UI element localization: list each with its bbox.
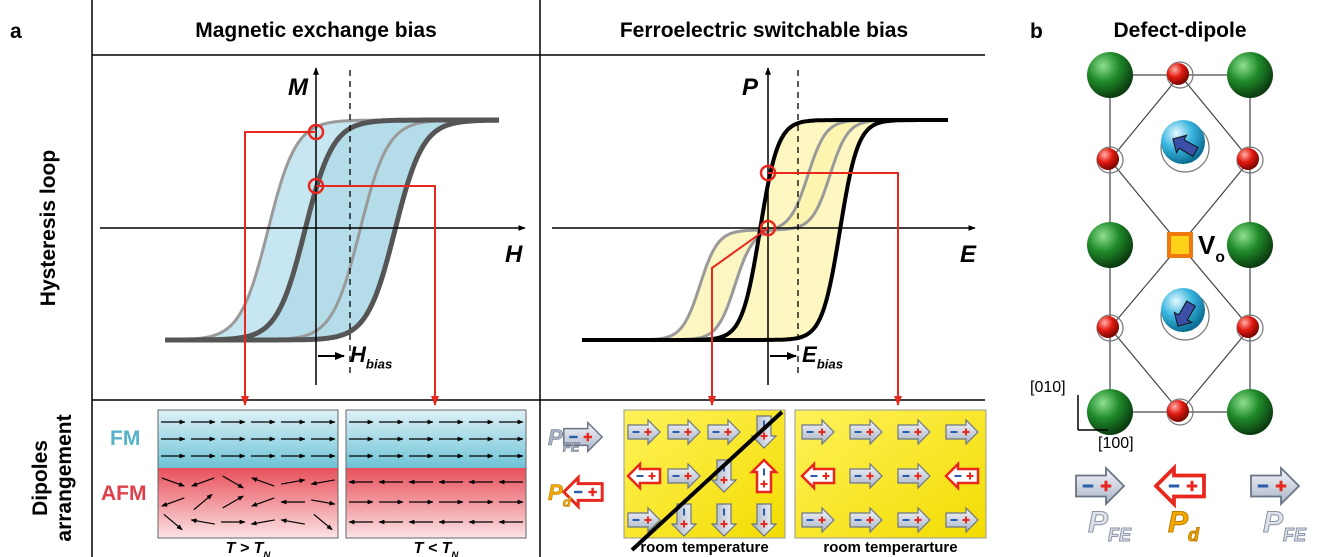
bias-label-sub: bias [366,357,392,372]
vacancy-label-main: V [1198,230,1216,260]
dipole-label: PFE [1263,506,1307,545]
loop-fill [165,120,500,340]
axis-direction: [100] [1098,435,1134,452]
dipole-label-main: P [1088,506,1109,539]
axis-label: E [960,241,977,268]
oxygen-atom [1167,63,1189,85]
a-site-atom [1087,389,1133,435]
legend-label-sub: FE [563,440,581,455]
dipole-icon [1076,468,1124,504]
row-label: arrangement [53,414,76,541]
a-site-atom [1227,52,1273,98]
panel-label: a [10,20,22,43]
condition-label-main: T < T [414,540,453,557]
legend-label-sub: d [563,495,572,510]
condition-label: T < TN [414,540,460,557]
figure: a Magnetic exchange bias Ferroelectric swi… [0,0,1319,557]
oxygen-atom [1167,400,1189,422]
afm-layer [158,468,338,538]
oxygen-atom [1097,316,1119,338]
dipole-label-main: P [1168,506,1189,539]
axis-label: H [505,241,523,268]
bias-label-main: E [802,342,818,367]
dipole-label: PFE [1088,506,1132,545]
caption: room temperature [640,539,768,556]
afm-layer [346,468,526,538]
condition-label-main: T > T [226,540,265,557]
legend-label-main: P [548,480,563,505]
row-label: Dipoles [29,440,52,516]
dipole-icon [1251,468,1299,504]
dipole-label-sub: FE [1108,525,1132,545]
layer-label: AFM [101,482,147,505]
legend-label: Pd [548,480,572,510]
vacancy-label-sub: o [1215,249,1225,266]
dipole-label-sub: d [1188,525,1200,545]
vacancy [1169,234,1191,256]
bias-label-main: H [350,342,367,367]
axis-direction: [010] [1030,379,1066,396]
a-site-atom [1087,52,1133,98]
vacancy-label: Vo [1198,230,1225,266]
bias-label-sub: bias [817,357,843,372]
dipole-label-sub: FE [1283,525,1307,545]
bias-label: Ebias [802,342,843,372]
a-site-atom [1227,389,1273,435]
dipole-label-main: P [1263,506,1284,539]
oxygen-atom [1237,316,1259,338]
a-site-atom [1227,222,1273,268]
condition-label-sub: N [451,550,459,557]
oxygen-atom [1237,148,1259,170]
dipole-label: Pd [1168,506,1200,545]
oxygen-atom [1097,148,1119,170]
legend-label-main: P [548,425,563,450]
a-site-atom [1087,222,1133,268]
caption: room temperarture [823,539,957,556]
condition-label-sub: N [263,550,271,557]
axis-label: M [288,74,309,101]
column-title: Magnetic exchange bias [195,19,437,42]
bias-label: Hbias [350,342,392,372]
dipole-icon [1156,468,1204,504]
column-title: Ferroelectric switchable bias [620,19,908,42]
axis-label: P [742,74,759,101]
panel-label: b [1030,20,1043,43]
row-label: Hysteresis loop [37,150,60,306]
condition-label: T > TN [226,540,272,557]
layer-label: FM [110,427,140,450]
panel-title: Defect-dipole [1113,19,1246,42]
